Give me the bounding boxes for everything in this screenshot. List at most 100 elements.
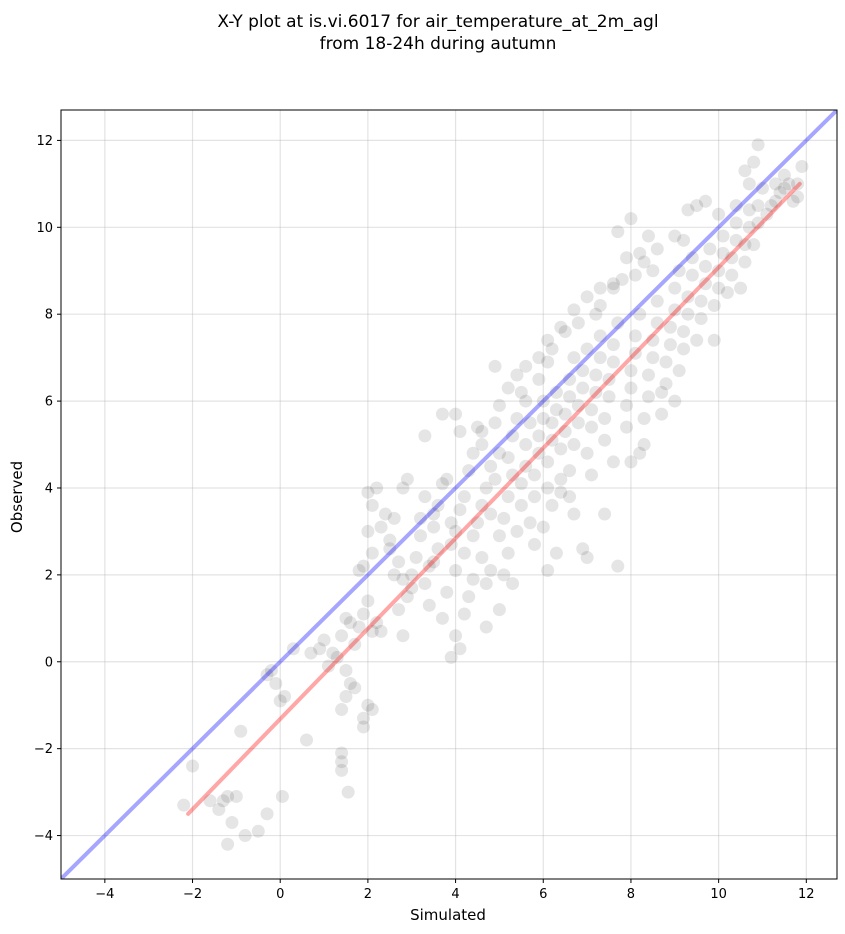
scatter-point (251, 824, 265, 838)
scatter-point (510, 368, 524, 382)
scatter-point (348, 637, 362, 651)
scatter-point (716, 229, 730, 243)
scatter-point (685, 251, 699, 265)
scatter-point (484, 507, 498, 521)
scatter-point (712, 264, 726, 278)
scatter-point (273, 694, 287, 708)
scatter-point (313, 642, 327, 656)
scatter-point (330, 650, 344, 664)
scatter-point (392, 555, 406, 569)
scatter-point (519, 459, 533, 473)
x-tick-label: 12 (798, 887, 815, 902)
identity-line (61, 110, 837, 879)
x-tick-label: 10 (710, 887, 727, 902)
scatter-point (497, 568, 511, 582)
scatter-point (519, 359, 533, 373)
scatter-point (584, 403, 598, 417)
scatter-point (567, 507, 581, 521)
scatter-point (558, 425, 572, 439)
scatter-point (370, 481, 384, 495)
y-tick-label: −2 (34, 742, 53, 757)
scatter-point (475, 425, 489, 439)
scatter-point (339, 663, 353, 677)
y-tick-label: −4 (34, 829, 53, 844)
scatter-point (457, 546, 471, 560)
scatter-point (361, 698, 375, 712)
scatter-point (523, 416, 537, 430)
scatter-point (536, 411, 550, 425)
scatter-point (729, 199, 743, 213)
scatter-point (668, 394, 682, 408)
scatter-point (501, 451, 515, 465)
plot-frame (60, 109, 838, 880)
scatter-point (738, 164, 752, 178)
scatter-point (422, 598, 436, 612)
scatter-point (365, 703, 379, 717)
scatter-point (383, 533, 397, 547)
scatter-point (738, 255, 752, 269)
scatter-point (435, 611, 449, 625)
scatter-point (659, 355, 673, 369)
scatter-point (431, 542, 445, 556)
grid-lines (61, 110, 837, 879)
scatter-point (335, 629, 349, 643)
scatter-point (712, 281, 726, 295)
scatter-point (738, 238, 752, 252)
scatter-point (624, 212, 638, 226)
scatter-point (361, 485, 375, 499)
scatter-point (668, 281, 682, 295)
scatter-point (365, 546, 379, 560)
scatter-point (409, 550, 423, 564)
scatter-point (527, 468, 541, 482)
scatter-point (620, 420, 634, 434)
scatter-point (444, 650, 458, 664)
chart-title-line-1: X-Y plot at is.vi.6017 for air_temperatu… (217, 12, 658, 32)
scatter-point (641, 368, 655, 382)
scatter-point (672, 364, 686, 378)
scatter-point (536, 394, 550, 408)
scatter-point (593, 281, 607, 295)
scatter-point (374, 624, 388, 638)
scatter-point (760, 207, 774, 221)
scatter-point (475, 438, 489, 452)
scatter-point (400, 590, 414, 604)
scatter-point (580, 290, 594, 304)
scatter-point (396, 481, 410, 495)
scatter-point (593, 351, 607, 365)
scatter-point (563, 490, 577, 504)
scatter-point (238, 829, 252, 843)
y-axis-ticks: −4 −2 0 2 4 6 8 10 12 (34, 134, 61, 844)
scatter-point (641, 390, 655, 404)
scatter-point (514, 498, 528, 512)
scatter-point (655, 385, 669, 399)
scatter-point (275, 789, 289, 803)
scatter-point (541, 564, 555, 578)
scatter-point (326, 646, 340, 660)
scatter-point (374, 520, 388, 534)
x-axis-ticks: −4 −2 0 2 4 6 8 10 12 (95, 879, 815, 902)
scatter-point (628, 346, 642, 360)
scatter-point (427, 520, 441, 534)
scatter-point (335, 703, 349, 717)
scatter-point (677, 233, 691, 247)
scatter-point (396, 572, 410, 586)
scatter-point (541, 455, 555, 469)
scatter-point (611, 559, 625, 573)
scatter-point (488, 359, 502, 373)
scatter-point (357, 559, 371, 573)
scatter-point (725, 268, 739, 282)
scatter-point (304, 646, 318, 660)
scatter-point (690, 333, 704, 347)
scatter-point (216, 794, 230, 808)
y-axis-label: Observed (8, 461, 26, 533)
scatter-point (466, 572, 480, 586)
scatter-point (633, 307, 647, 321)
scatter-point (563, 464, 577, 478)
x-tick-label: −4 (95, 887, 114, 902)
scatter-point (545, 498, 559, 512)
scatter-point (343, 616, 357, 630)
scatter-point (571, 416, 585, 430)
scatter-point (694, 312, 708, 326)
scatter-point (532, 372, 546, 386)
scatter-point (387, 568, 401, 582)
